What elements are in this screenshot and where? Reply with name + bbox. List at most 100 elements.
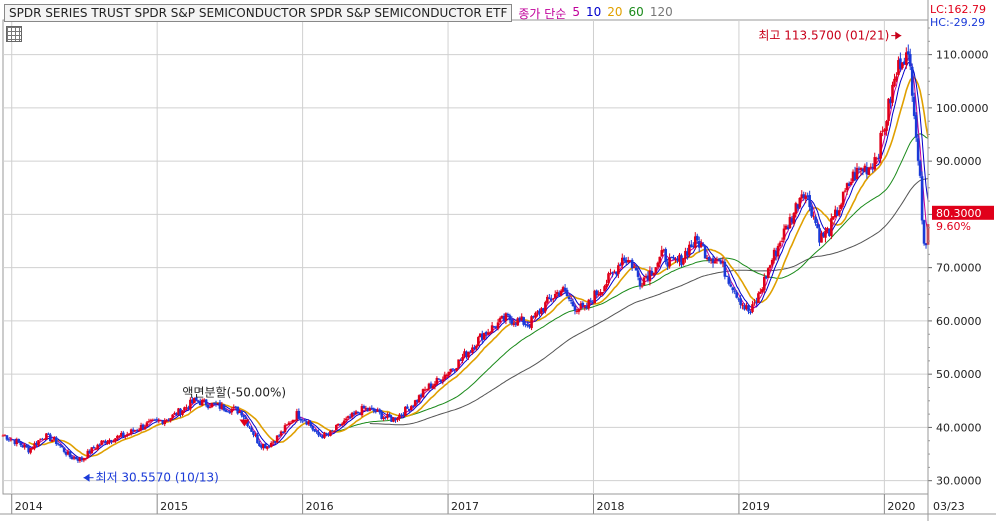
y-tick-label: 60.0000: [936, 315, 982, 328]
candle-body: [417, 395, 421, 403]
candle-body: [674, 259, 677, 261]
candle-body: [370, 407, 374, 409]
candle-body: [899, 58, 902, 70]
candle-body: [729, 284, 733, 287]
candle-body: [784, 225, 788, 230]
candle-body: [636, 270, 640, 277]
candle-body: [551, 298, 555, 300]
ma-14-path: [28, 76, 929, 458]
candle-body: [666, 262, 669, 267]
candle-body: [388, 414, 391, 418]
candle-body: [120, 432, 123, 436]
grid-toggle-icon[interactable]: [6, 26, 22, 42]
candle-body: [228, 412, 232, 414]
candle-body: [386, 413, 389, 418]
candle-body: [835, 210, 839, 216]
candle-body: [725, 275, 729, 277]
candle-body: [277, 435, 281, 437]
candle-body: [534, 312, 537, 318]
instrument-title[interactable]: SPDR SERIES TRUST SPDR S&P SEMICONDUCTOR…: [4, 4, 513, 22]
candle-body: [877, 157, 880, 159]
candle-body: [482, 332, 486, 340]
candle-body: [25, 445, 28, 448]
candle-body: [78, 457, 82, 462]
candle-body: [264, 444, 267, 449]
candle-body: [707, 256, 711, 261]
candle-body: [110, 440, 113, 442]
candle-body: [463, 351, 466, 358]
candle-body: [615, 271, 618, 275]
candle-body: [595, 290, 598, 296]
candle-body: [335, 424, 338, 431]
candle-body: [546, 296, 549, 303]
candle-body: [603, 286, 606, 292]
candle-body: [220, 404, 224, 409]
candle-body: [173, 412, 176, 415]
candle-body: [433, 383, 437, 387]
candle-body: [457, 359, 460, 368]
candle-body: [490, 325, 494, 333]
ma-legend-60: 60: [628, 4, 644, 19]
candle-body: [33, 443, 36, 449]
candle-body: [191, 399, 194, 403]
candle-body: [654, 267, 658, 273]
candles: [1, 44, 930, 463]
candle-body: [56, 443, 60, 445]
candle-body: [406, 406, 409, 409]
candle-body: [419, 394, 423, 397]
y-tick-label: 30.0000: [936, 475, 982, 488]
candle-body: [646, 275, 650, 281]
ma-40-path: [332, 133, 929, 433]
candle-body: [634, 267, 638, 271]
candle-body: [826, 228, 829, 232]
candle-body: [384, 417, 387, 419]
candle-body: [630, 259, 634, 269]
candle-body: [695, 235, 699, 241]
candle-body: [194, 397, 198, 401]
candle-body: [851, 171, 855, 182]
candle-body: [137, 429, 141, 431]
candle-body: [705, 257, 709, 259]
low-annotation: 최저 30.5570 (10/13): [96, 471, 219, 485]
candle-body: [895, 76, 898, 81]
candle-body: [210, 402, 214, 408]
candle-body: [780, 240, 784, 242]
candle-body: [717, 259, 721, 261]
candle-body: [599, 292, 602, 296]
candle-body: [62, 447, 66, 452]
candle-body: [396, 418, 399, 421]
candle-body: [147, 421, 151, 423]
candle-body: [553, 293, 557, 298]
candle-body: [106, 442, 109, 444]
candle-body: [96, 444, 99, 449]
ma-legend-label: 종가 단순: [518, 6, 567, 21]
candle-body: [585, 306, 589, 308]
candle-body: [871, 167, 875, 169]
candle-body: [248, 426, 251, 428]
candle-body: [642, 277, 646, 286]
candle-body: [7, 439, 11, 441]
candle-body: [812, 215, 815, 217]
candle-body: [161, 419, 165, 424]
candle-body: [402, 414, 405, 417]
candle-body: [672, 258, 675, 260]
candle-body: [329, 430, 332, 436]
candle-body: [693, 236, 697, 248]
candle-body: [108, 439, 111, 443]
candle-body: [275, 435, 279, 443]
candle-body: [135, 430, 139, 432]
candle-body: [218, 402, 222, 409]
candle-body: [901, 62, 904, 69]
candle-body: [822, 233, 825, 237]
candle-body: [307, 421, 311, 425]
low-arrow-head: [83, 473, 90, 482]
candle-body: [236, 406, 240, 414]
candle-body: [571, 301, 575, 307]
candle-body: [569, 299, 573, 301]
candle-body: [508, 315, 512, 321]
candle-body: [512, 323, 516, 325]
candle-body: [64, 451, 68, 455]
candle-body: [855, 167, 859, 179]
